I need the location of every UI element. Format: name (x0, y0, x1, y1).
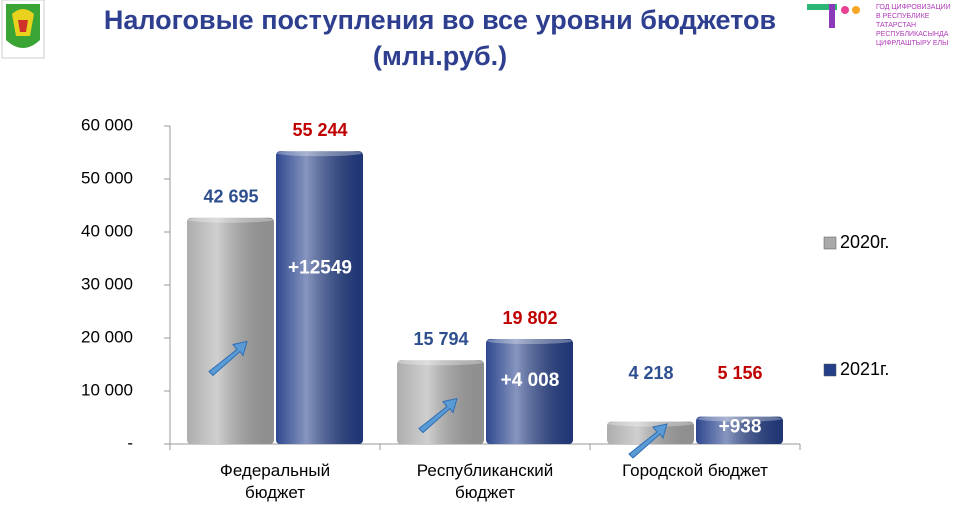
bar-shine (276, 151, 363, 445)
value-label: 55 244 (292, 120, 347, 140)
value-label: 42 695 (203, 186, 258, 206)
x-tick-label: Городской бюджет (622, 461, 768, 480)
bar-cap (277, 150, 362, 157)
bar-shine (696, 416, 783, 444)
y-tick-label: - (127, 433, 133, 452)
bar-cap (398, 359, 483, 366)
y-tick-label: 20 000 (81, 327, 133, 346)
growth-arrow (208, 340, 248, 377)
growth-annotation: +4 008 (501, 370, 560, 391)
y-tick-label: 50 000 (81, 168, 133, 187)
y-tick-label: 30 000 (81, 274, 133, 293)
logo-caption: ГОД ЦИФРОВИЗАЦИИ В РЕСПУБЛИКЕ ТАТАРСТАН РЕС… (876, 3, 968, 48)
value-label: 19 802 (502, 308, 557, 328)
bar-shine (486, 339, 573, 444)
value-label: 5 156 (717, 363, 762, 383)
legend-swatch (823, 363, 837, 377)
bar-cap (697, 415, 782, 422)
bar-shine (187, 217, 274, 444)
bar-cap (487, 338, 572, 345)
y-tick-label: 10 000 (81, 380, 133, 399)
bar-cap (188, 216, 273, 223)
bar-cap (608, 420, 693, 427)
slide-title: Налоговые поступления во все уровни бюдж… (103, 5, 777, 71)
digital-year-logo (807, 4, 860, 28)
x-tick-label: Федеральный бюджет (219, 461, 331, 502)
growth-annotation: +938 (719, 417, 762, 438)
growth-annotation: +12549 (288, 257, 352, 278)
logo-line: ГОД ЦИФРОВИЗАЦИИ (876, 4, 951, 11)
logo-line: РЕСПУБЛИКАСЫНДА (876, 31, 949, 38)
x-tick-label: Республиканский бюджет (416, 461, 554, 502)
city-logo (1, 0, 45, 59)
legend-label: 2021г. (840, 359, 889, 379)
logo-line: ЦИФРЛАШТЫРУ ЕЛЫ (876, 40, 949, 47)
legend-label: 2020г. (840, 232, 889, 252)
growth-arrow (418, 397, 458, 434)
growth-arrow (628, 423, 668, 459)
bar-shine (397, 360, 484, 444)
logo-line: ТАТАРСТАН (876, 22, 917, 29)
legend-swatch (823, 236, 837, 250)
value-label: 4 218 (628, 363, 673, 383)
logo-line: В РЕСПУБЛИКЕ (876, 13, 930, 20)
bar-shine (607, 421, 694, 444)
y-tick-label: 60 000 (81, 115, 133, 134)
value-label: 15 794 (413, 329, 468, 349)
y-tick-label: 40 000 (81, 221, 133, 240)
